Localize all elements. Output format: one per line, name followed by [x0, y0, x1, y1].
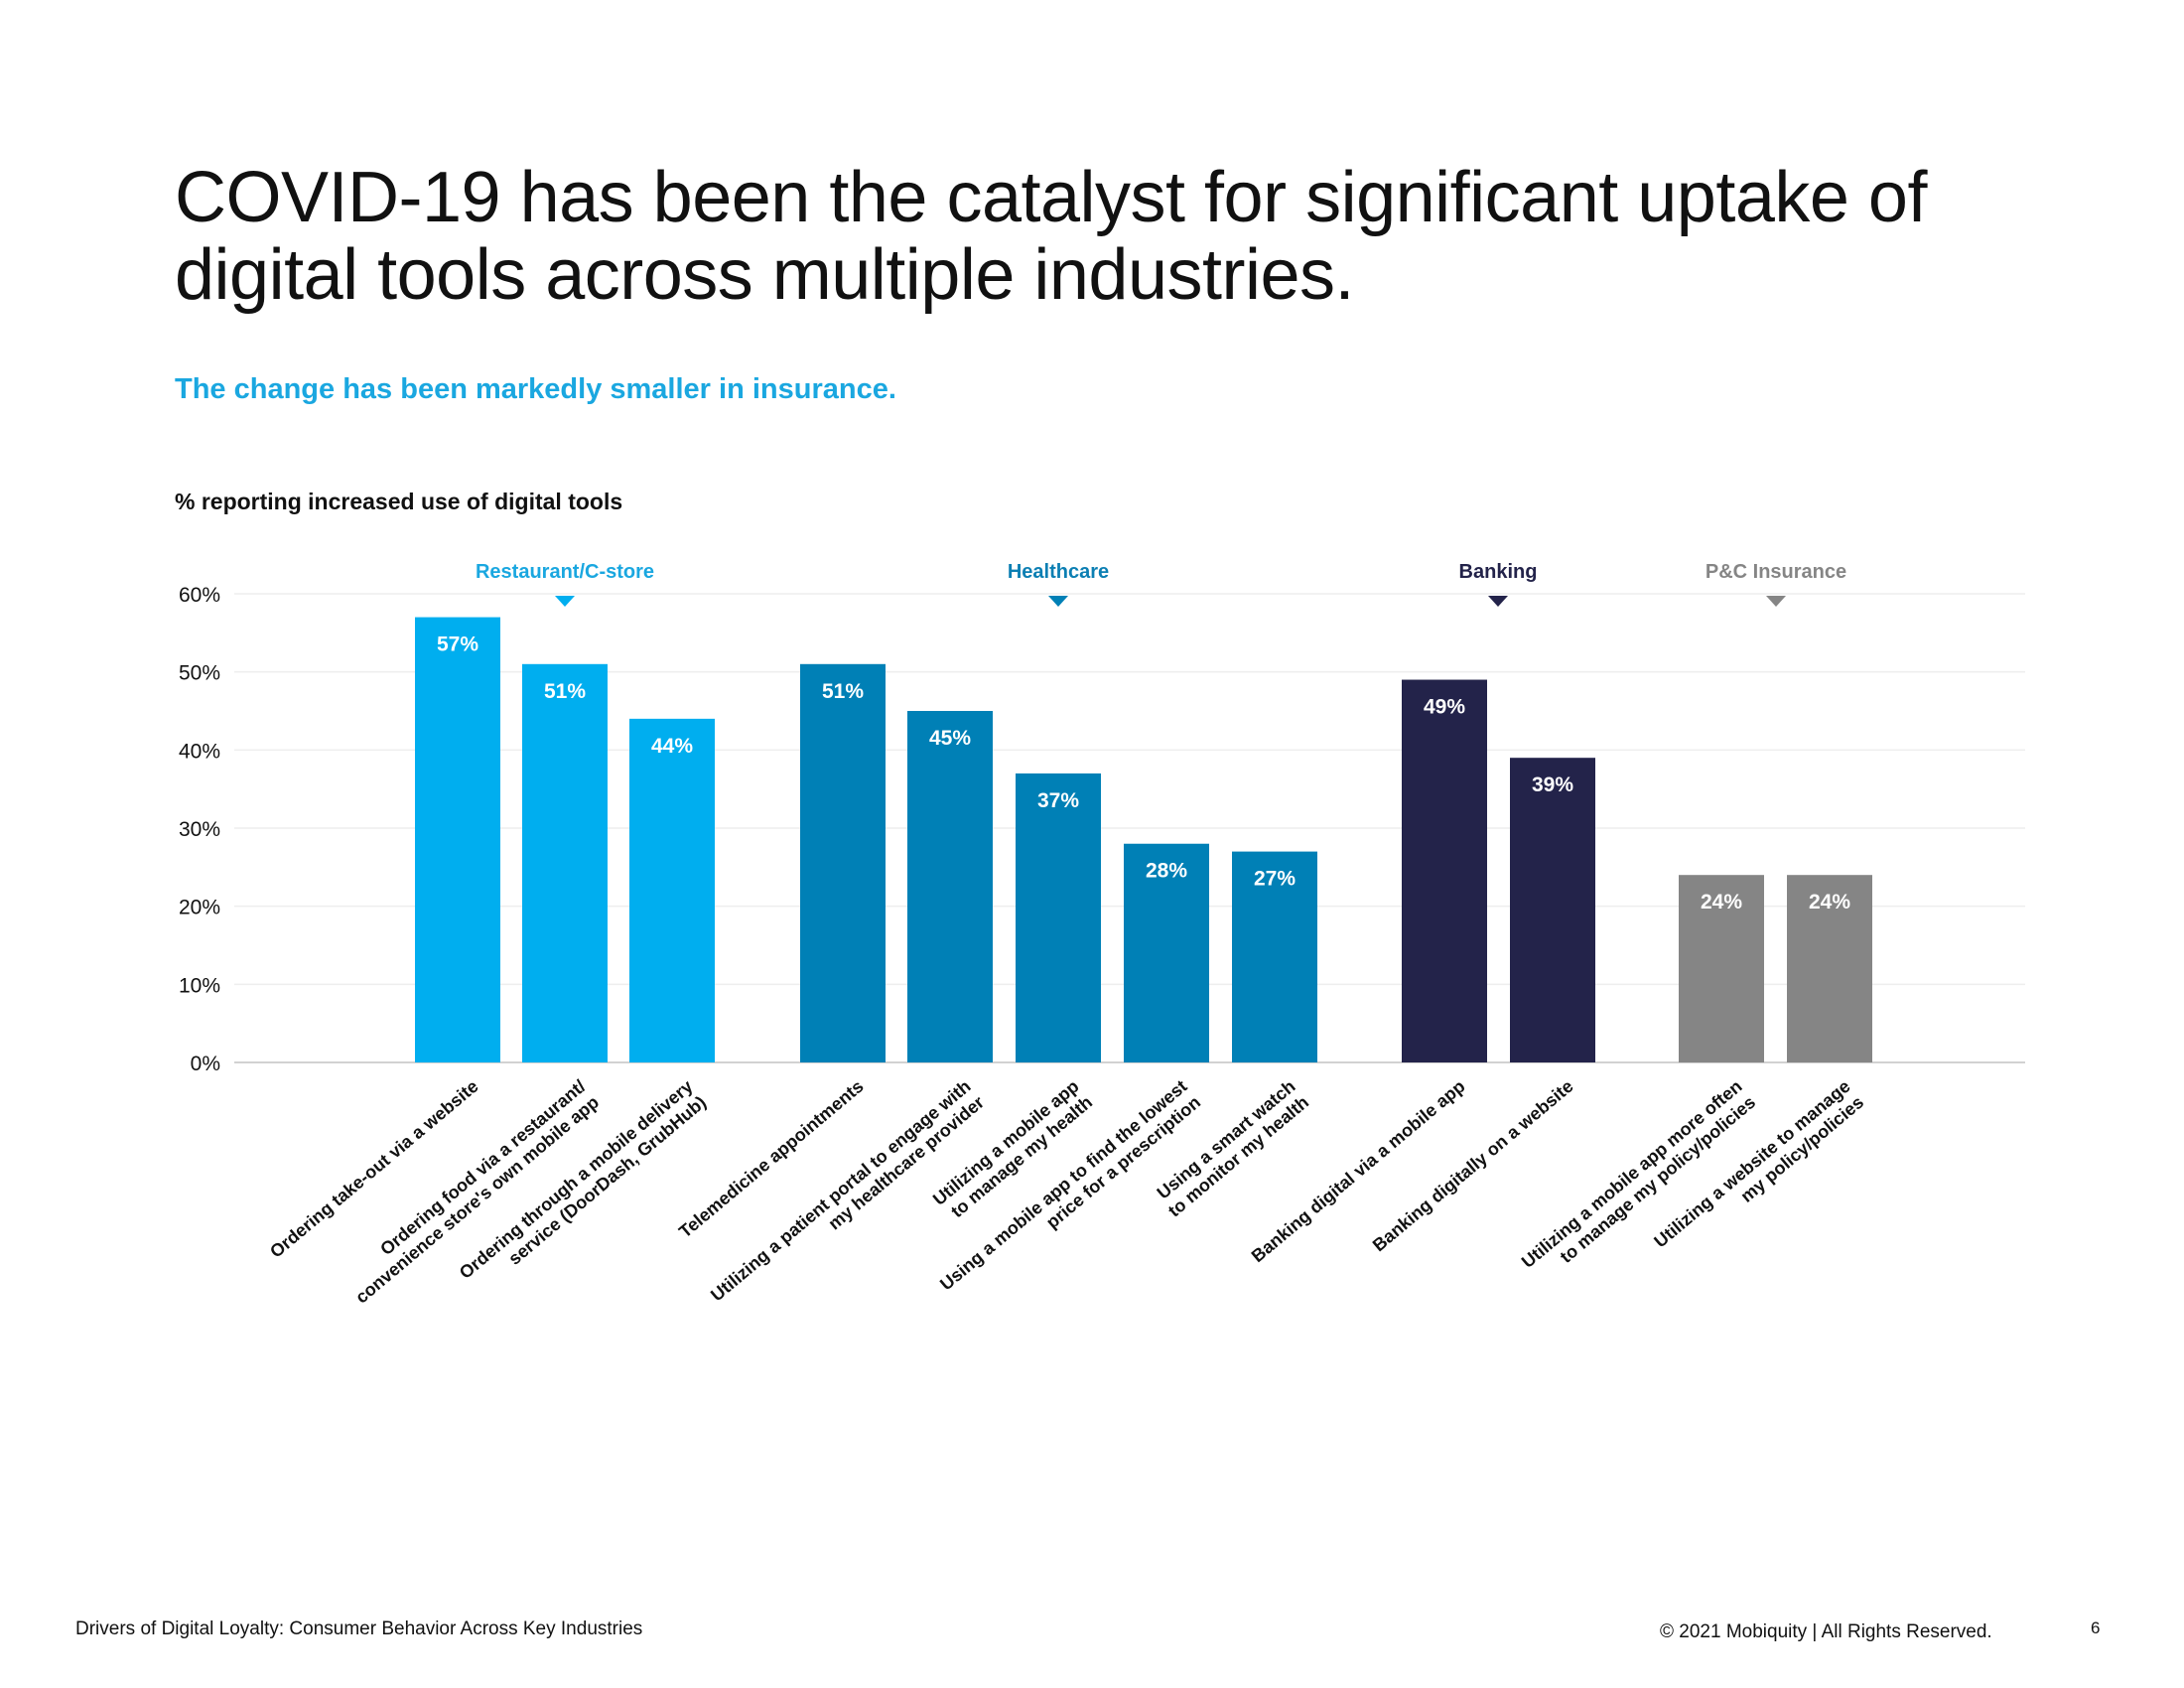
y-tick-label: 50% [179, 662, 220, 685]
x-tick-label: Utilizing a website to managemy policy/p… [1650, 1076, 1867, 1268]
y-tick-label: 40% [179, 740, 220, 763]
bar-value-label: 28% [1146, 860, 1187, 883]
bar [1679, 875, 1764, 1062]
x-tick-label: Banking digitally on a website [1369, 1076, 1577, 1256]
x-tick-label-line: Banking digitally on a website [1369, 1076, 1577, 1256]
bar-value-label: 51% [544, 680, 586, 703]
group-label: Restaurant/C-store [476, 561, 654, 583]
y-tick-label: 0% [191, 1053, 220, 1075]
subtitle: The change has been markedly smaller in … [175, 373, 896, 405]
page-title: COVID-19 has been the catalyst for signi… [175, 159, 2061, 314]
group-marker-icon [555, 596, 575, 607]
bar [800, 663, 886, 1062]
bar [629, 718, 715, 1062]
group-marker-icon [1488, 596, 1508, 607]
title-line-1: COVID-19 has been the catalyst for signi… [175, 158, 1927, 237]
title-line-2: digital tools across multiple industries… [175, 235, 1355, 315]
bar [907, 711, 993, 1062]
group-marker-icon [1766, 596, 1786, 607]
y-tick-label: 10% [179, 974, 220, 997]
bar-value-label: 24% [1809, 891, 1850, 914]
bar-value-label: 49% [1424, 696, 1465, 719]
group-label: Healthcare [1008, 561, 1109, 583]
bar-value-label: 27% [1254, 868, 1296, 891]
group-label: Banking [1459, 561, 1538, 583]
bar-value-label: 24% [1701, 891, 1742, 914]
group-marker-icon [1048, 596, 1068, 607]
bar [1016, 773, 1101, 1062]
bar-value-label: 39% [1532, 774, 1573, 796]
bar [1510, 758, 1595, 1062]
bar-value-label: 51% [822, 680, 864, 703]
group-label: P&C Insurance [1706, 561, 1846, 583]
bar [1124, 843, 1209, 1062]
bar [415, 617, 500, 1062]
bar-value-label: 44% [651, 735, 693, 758]
bar-chart: 0% 10% 20% 30% 40% 50% 60% Restaurant/C-store He… [179, 561, 2025, 1308]
page-number: 6 [2091, 1618, 2101, 1637]
bar [1402, 679, 1487, 1062]
bar [1787, 875, 1872, 1062]
footer-report-title: Drivers of Digital Loyalty: Consumer Beh… [75, 1618, 643, 1639]
y-tick-label: 30% [179, 818, 220, 841]
bar-value-label: 57% [437, 633, 478, 656]
bar [522, 663, 608, 1062]
bar [1232, 851, 1317, 1062]
chart-measure-label: % reporting increased use of digital too… [175, 489, 623, 514]
bar-value-label: 45% [929, 727, 971, 750]
y-tick-label: 20% [179, 897, 220, 919]
footer-copyright: © 2021 Mobiquity | All Rights Reserved. [1660, 1621, 1992, 1642]
bar-value-label: 37% [1037, 789, 1079, 812]
y-tick-label: 60% [179, 584, 220, 607]
